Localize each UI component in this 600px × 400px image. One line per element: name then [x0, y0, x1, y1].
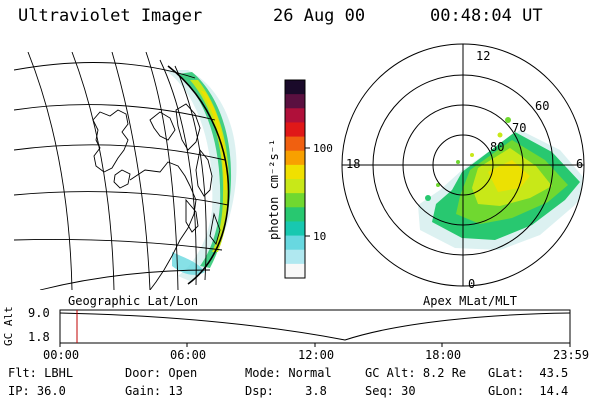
colorbar-stop [285, 221, 305, 237]
timeline-ytick-top: 9.0 [28, 306, 50, 320]
colorbar-stop [285, 249, 305, 265]
info-seq-key: Seq: [365, 384, 394, 398]
timeline-xtick-1200: 12:00 [298, 348, 335, 362]
colorbar-frame [284, 79, 306, 279]
colorbar-stop [285, 80, 305, 95]
info-glat-key: GLat: [488, 366, 525, 380]
lat-label-70: 70 [512, 121, 526, 135]
geo-panel-label: Geographic Lat/Lon [68, 294, 199, 308]
info-dsp-value: 3.8 [305, 384, 327, 398]
colorbar-stop [285, 207, 305, 223]
timeline-xtick-1800: 18:00 [425, 348, 462, 362]
info-gain-value: 13 [168, 384, 183, 398]
info-glon: GLon: 14.4 [488, 384, 568, 398]
polar-plot: 12 18 6 0 60 70 80 [341, 43, 585, 291]
mlt-label-0: 0 [468, 277, 475, 291]
info-dsp: Dsp: 3.8 [245, 384, 327, 398]
info-ip-value: 36.0 [36, 384, 66, 398]
colorbar-stop [285, 193, 305, 208]
aurora-patch [172, 252, 205, 275]
timeline-xtick-0600: 06:00 [170, 348, 207, 362]
info-ip: IP: 36.0 [8, 384, 66, 398]
colorbar-stop [285, 108, 305, 124]
colorbar-tick-label-100: 100 [313, 142, 333, 155]
info-mode-key: Mode: [245, 366, 282, 380]
info-glat: GLat: 43.5 [488, 366, 568, 380]
colorbar: 100 10 photon cm⁻²s⁻¹ [267, 79, 333, 279]
coastlines [92, 103, 221, 290]
colorbar-stop [285, 179, 305, 194]
info-flt: Flt: LBHL [8, 366, 73, 380]
timeline-ytick-bottom: 1.8 [28, 330, 50, 344]
timeline-xtick-0000: 00:00 [43, 348, 80, 362]
timeline-plot: GC Alt [2, 306, 571, 347]
colorbar-stops [285, 80, 305, 279]
info-glon-value: 14.4 [539, 384, 569, 398]
geo-parallels [14, 61, 229, 290]
lat-label-80: 80 [490, 140, 504, 154]
info-dsp-key: Dsp: [245, 384, 274, 398]
instrument-title: Ultraviolet Imager [18, 6, 203, 26]
earth-limb [167, 65, 230, 285]
aurora-band-yellow [190, 80, 229, 252]
info-gcalt: GC Alt: 8.2 Re [365, 366, 466, 380]
info-door: Door: Open [125, 366, 197, 380]
info-flt-value: LBHL [44, 366, 74, 380]
polar-aurora [418, 117, 584, 250]
info-glon-key: GLon: [488, 384, 525, 398]
altitude-curve [59, 312, 571, 341]
colorbar-tick-label-10: 10 [313, 230, 326, 243]
aurora-band-core [200, 90, 227, 190]
info-glat-value: 43.5 [539, 366, 569, 380]
info-door-key: Door: [125, 366, 162, 380]
timeline-frame [59, 309, 571, 344]
polar-panel-label: Apex MLat/MLT [423, 294, 517, 308]
colorbar-stop [285, 122, 305, 138]
mlt-label-6: 6 [576, 157, 583, 171]
colorbar-stop [285, 164, 305, 180]
date-label: 26 Aug 00 [273, 6, 366, 26]
info-mode-value: Normal [288, 366, 332, 380]
info-seq: Seq: 30 [365, 384, 416, 398]
info-door-value: Open [168, 366, 198, 380]
colorbar-stop [285, 94, 305, 109]
timeline-xtick-2359: 23:59 [553, 348, 590, 362]
info-gcalt-key: GC Alt: [365, 366, 416, 380]
colorbar-stop [285, 235, 305, 251]
info-mode: Mode: Normal [245, 366, 332, 380]
geo-meridians [27, 52, 207, 290]
polar-axes [342, 44, 584, 286]
info-seq-value: 30 [401, 384, 416, 398]
info-gain-key: Gain: [125, 384, 162, 398]
info-flt-key: Flt: [8, 366, 37, 380]
mlt-label-18: 18 [346, 157, 360, 171]
colorbar-stop [285, 150, 305, 166]
info-ip-key: IP: [8, 384, 30, 398]
colorbar-stop [285, 136, 305, 152]
colorbar-stop [285, 263, 305, 279]
time-label: 00:48:04 UT [430, 6, 543, 26]
info-gcalt-value: 8.2 Re [422, 366, 467, 380]
geo-map [14, 52, 237, 290]
lat-label-60: 60 [535, 99, 549, 113]
info-gain: Gain: 13 [125, 384, 183, 398]
timeline-axis-label: GC Alt [2, 306, 15, 346]
timeline-ticks [59, 343, 571, 347]
colorbar-unit-label: photon cm⁻²s⁻¹ [267, 139, 281, 240]
mlt-label-12: 12 [476, 49, 490, 63]
